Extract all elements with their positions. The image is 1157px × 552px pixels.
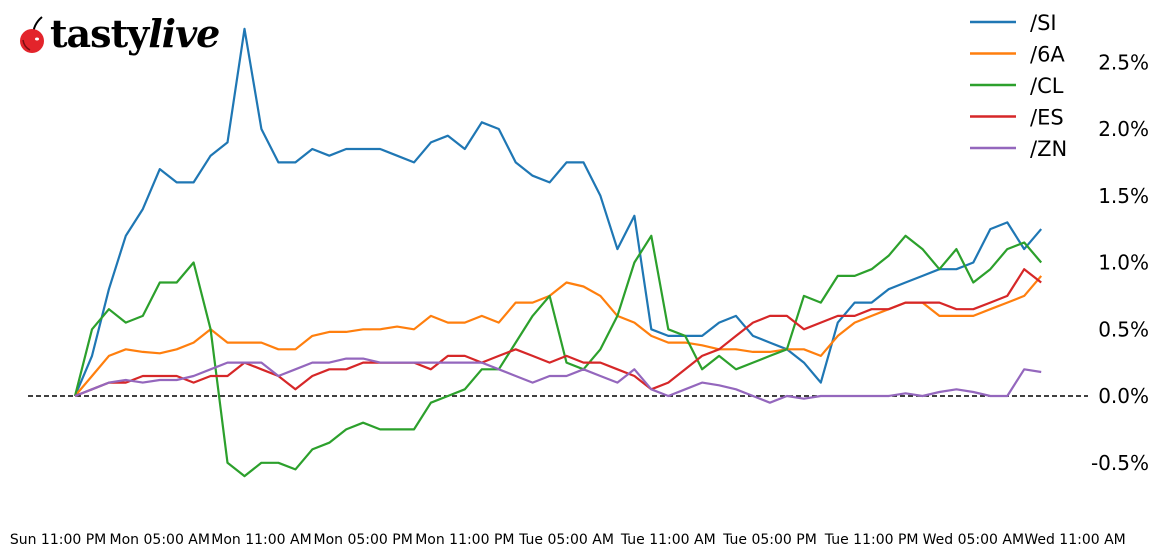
x-tick-label: Wed 05:00 AM (923, 532, 1024, 548)
x-tick-label: Tue 11:00 PM (824, 532, 919, 548)
y-tick-label: 1.5% (1098, 184, 1149, 208)
series-line-zn (74, 357, 1042, 404)
x-tick-label: Mon 11:00 AM (211, 532, 311, 548)
x-tick-label: Mon 05:00 PM (314, 532, 413, 548)
series-line-si (73, 27, 1043, 397)
x-tick-label: Tue 05:00 AM (518, 532, 614, 548)
y-tick-label: 2.5% (1098, 50, 1149, 74)
x-tick-label: Sun 11:00 PM (10, 532, 106, 548)
x-tick-label: Wed 11:00 AM (1024, 532, 1125, 548)
legend-label: /ZN (1030, 137, 1067, 161)
x-tick-label: Mon 05:00 AM (110, 532, 210, 548)
x-tick-label: Mon 11:00 PM (415, 532, 514, 548)
y-tick-label: 1.0% (1098, 251, 1149, 275)
tastylive-logo: tastylive (16, 11, 220, 56)
series-line-6a (74, 275, 1043, 397)
series-line-es (74, 268, 1042, 398)
x-tick-label: Tue 11:00 AM (620, 532, 716, 548)
series-line-cl (73, 234, 1043, 478)
x-tick-label: Tue 05:00 PM (722, 532, 817, 548)
logo-wordmark: tastylive (50, 11, 220, 56)
legend-label: /6A (1030, 43, 1065, 67)
cherry-icon (20, 16, 44, 53)
y-tick-label: 0.0% (1098, 384, 1149, 408)
y-tick-label: 0.5% (1098, 317, 1149, 341)
y-tick-label: -0.5% (1091, 451, 1149, 475)
legend-label: /CL (1030, 74, 1064, 98)
legend-label: /ES (1030, 106, 1064, 130)
y-tick-label: 2.0% (1098, 117, 1149, 141)
legend-label: /SI (1030, 11, 1057, 35)
